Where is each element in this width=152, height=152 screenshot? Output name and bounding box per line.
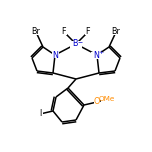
FancyBboxPatch shape: [111, 29, 121, 35]
Text: Br: Br: [112, 28, 120, 36]
Text: −: −: [77, 39, 82, 44]
Text: I: I: [39, 109, 41, 119]
FancyBboxPatch shape: [52, 52, 59, 58]
FancyBboxPatch shape: [37, 111, 43, 117]
FancyBboxPatch shape: [31, 29, 41, 35]
FancyBboxPatch shape: [101, 96, 113, 102]
FancyBboxPatch shape: [91, 52, 103, 59]
Text: N: N: [93, 50, 99, 59]
FancyBboxPatch shape: [85, 29, 91, 35]
FancyBboxPatch shape: [94, 99, 100, 105]
Text: F: F: [86, 28, 90, 36]
Text: Br: Br: [32, 28, 40, 36]
FancyBboxPatch shape: [61, 29, 67, 35]
Text: O: O: [94, 97, 100, 107]
Text: N: N: [52, 50, 58, 59]
Text: +: +: [98, 50, 103, 55]
Text: OMe: OMe: [99, 96, 115, 102]
Text: F: F: [62, 28, 66, 36]
Text: B: B: [72, 40, 78, 48]
FancyBboxPatch shape: [70, 40, 82, 47]
